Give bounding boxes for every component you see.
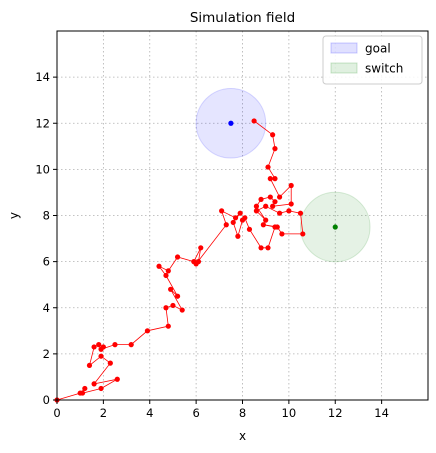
trajectory-point xyxy=(272,199,278,205)
trajectory-point xyxy=(91,344,97,350)
trajectory-point xyxy=(168,286,174,292)
legend-swatch-goal xyxy=(330,42,358,54)
x-axis-label: x xyxy=(239,429,246,443)
trajectory-point xyxy=(114,376,120,382)
trajectory-point xyxy=(286,208,292,214)
y-tick-label: 6 xyxy=(43,255,50,269)
y-tick-label: 4 xyxy=(43,301,50,315)
trajectory-point xyxy=(230,219,236,226)
trajectory-point xyxy=(263,217,269,223)
trajectory-point xyxy=(272,176,278,182)
trajectory-point xyxy=(82,385,88,392)
y-tick-label: 12 xyxy=(35,116,50,130)
trajectory-point xyxy=(96,342,102,348)
trajectory-point xyxy=(219,208,225,214)
trajectory-point xyxy=(86,362,93,369)
trajectory-point xyxy=(179,307,185,313)
trajectory-point xyxy=(265,164,271,170)
trajectory-point xyxy=(91,381,97,387)
axis-ticks: 0 2 4 6 8 10 12 14 0 2 4 6 8 10 12 14 xyxy=(35,70,389,420)
trajectory-point xyxy=(165,268,171,274)
x-tick-label: 14 xyxy=(374,406,389,420)
x-tick-label: 10 xyxy=(282,406,297,420)
trajectory-point xyxy=(223,222,229,228)
trajectory-point xyxy=(156,263,162,269)
trajectory-point xyxy=(170,302,176,309)
trajectory-point xyxy=(232,215,239,221)
trajectory-point xyxy=(288,182,294,189)
trajectory-point xyxy=(98,346,104,352)
legend-swatch-switch xyxy=(330,62,358,74)
trajectory xyxy=(54,118,306,403)
trajectory-point xyxy=(270,132,276,138)
trajectory-point xyxy=(277,210,283,216)
trajectory-point xyxy=(272,146,278,152)
trajectory-point xyxy=(300,231,306,237)
legend-label-goal: goal xyxy=(365,42,391,56)
trajectory-point xyxy=(288,201,294,207)
legend: goal switch xyxy=(322,35,423,85)
trajectory-point xyxy=(98,353,104,359)
trajectory-point xyxy=(251,118,257,124)
trajectory-point xyxy=(246,226,253,232)
trajectory-point xyxy=(174,254,181,260)
trajectory-point xyxy=(235,233,241,239)
trajectory-point xyxy=(163,305,169,311)
trajectory-point xyxy=(263,203,269,209)
trajectory-point xyxy=(107,360,113,366)
trajectory-point xyxy=(128,342,134,348)
y-tick-label: 8 xyxy=(43,209,50,223)
trajectory-point xyxy=(193,261,199,267)
trajectory-point xyxy=(267,176,273,182)
region-centers xyxy=(228,120,338,230)
trajectory-point xyxy=(277,194,283,200)
trajectory-point xyxy=(274,224,280,230)
y-tick-label: 10 xyxy=(35,162,50,176)
trajectory-point xyxy=(258,196,264,202)
trajectory-point xyxy=(265,245,271,251)
x-tick-label: 6 xyxy=(192,406,199,420)
switch-center-point xyxy=(332,224,338,230)
trajectory-point xyxy=(112,342,118,348)
trajectory-point xyxy=(279,231,285,237)
trajectory-point xyxy=(163,272,169,279)
trajectory-point xyxy=(258,245,264,251)
x-tick-label: 8 xyxy=(239,406,246,420)
trajectory-line xyxy=(56,120,304,401)
legend-label-switch: switch xyxy=(365,62,403,76)
trajectory-point xyxy=(270,203,276,209)
trajectory-point xyxy=(253,203,260,209)
y-tick-label: 0 xyxy=(43,393,50,407)
trajectory-point xyxy=(165,323,171,329)
trajectory-point xyxy=(79,390,86,396)
trajectory-point xyxy=(237,210,243,216)
chart-title: Simulation field xyxy=(190,10,295,26)
trajectory-point xyxy=(144,328,151,334)
y-axis-label: y xyxy=(7,212,21,219)
goal-center-point xyxy=(228,120,234,126)
x-tick-label: 12 xyxy=(328,406,343,420)
trajectory-point xyxy=(260,222,266,228)
trajectory-point xyxy=(174,293,181,299)
y-tick-label: 14 xyxy=(35,70,50,84)
trajectory-point xyxy=(98,385,104,392)
trajectory-point xyxy=(253,208,260,214)
trajectory-point xyxy=(198,245,204,251)
trajectory-point xyxy=(267,194,273,200)
x-tick-label: 0 xyxy=(53,406,60,420)
trajectory-point xyxy=(242,215,248,221)
x-tick-label: 4 xyxy=(146,406,153,420)
legend-box xyxy=(322,35,423,85)
trajectory-point xyxy=(297,210,304,216)
y-tick-label: 2 xyxy=(43,347,50,361)
x-tick-label: 2 xyxy=(100,406,107,420)
